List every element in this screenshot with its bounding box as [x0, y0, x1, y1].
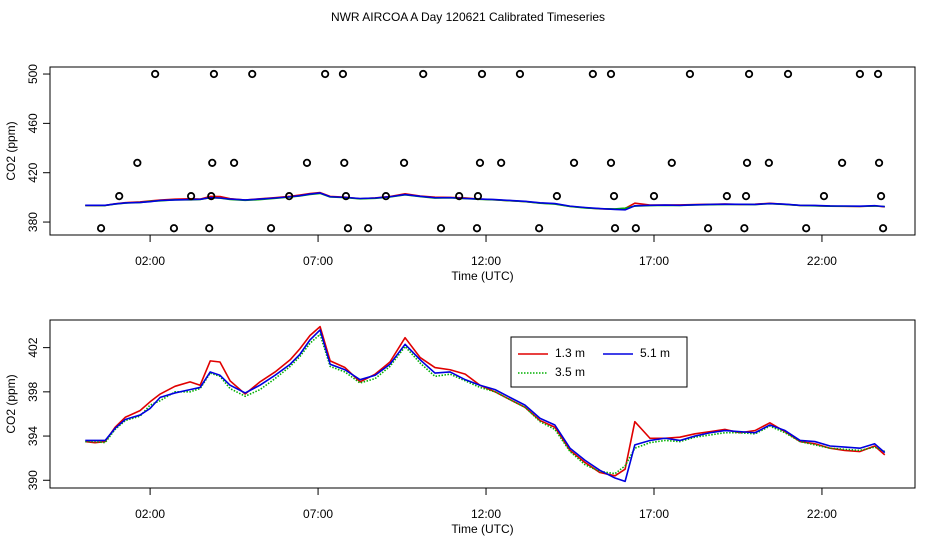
- data-point: [472, 224, 482, 233]
- data-point: [569, 158, 579, 167]
- data-point: [343, 224, 353, 233]
- data-point: [229, 158, 239, 167]
- data-point: [515, 69, 525, 79]
- data-point: [685, 69, 695, 79]
- x-tick-label: 02:00: [135, 254, 165, 268]
- y-tick-label: 420: [26, 162, 40, 182]
- y-tick-label: 394: [26, 426, 40, 446]
- data-point: [151, 69, 160, 79]
- x-tick-label: 22:00: [807, 254, 837, 268]
- data-point: [473, 192, 483, 201]
- data-point: [609, 192, 619, 201]
- data-point: [419, 69, 428, 79]
- data-point: [364, 224, 373, 233]
- data-point: [338, 69, 348, 79]
- data-point: [497, 158, 506, 167]
- data-point: [606, 158, 616, 167]
- x-axis-label: Time (UTC): [451, 522, 513, 536]
- data-point: [477, 69, 487, 79]
- data-line: [85, 329, 886, 483]
- data-point: [838, 158, 847, 167]
- data-point: [606, 69, 616, 79]
- data-point: [96, 224, 106, 233]
- data-point: [802, 224, 811, 233]
- data-point: [207, 192, 216, 201]
- legend-box: [510, 336, 688, 388]
- data-point: [133, 158, 142, 167]
- x-tick-label: 22:00: [807, 507, 837, 521]
- data-point: [399, 158, 409, 167]
- plot-frame: [49, 66, 916, 236]
- data-point: [205, 224, 214, 233]
- legend-label: 1.3 m: [555, 346, 585, 360]
- data-point: [783, 69, 793, 79]
- data-point: [722, 192, 731, 201]
- data-point: [876, 192, 886, 201]
- x-tick-label: 12:00: [471, 254, 501, 268]
- x-tick-label: 17:00: [639, 507, 669, 521]
- legend-label: 5.1 m: [640, 346, 670, 360]
- data-point: [381, 192, 391, 201]
- figure-title: NWR AIRCOA A Day 120621 Calibrated Times…: [331, 10, 605, 24]
- data-point: [874, 158, 884, 167]
- data-point: [209, 69, 219, 79]
- data-point: [588, 69, 597, 79]
- data-point: [649, 192, 659, 201]
- data-point: [455, 192, 464, 201]
- x-axis-label: Time (UTC): [451, 269, 513, 283]
- data-point: [667, 158, 676, 167]
- data-point: [115, 192, 124, 201]
- data-point: [703, 224, 713, 233]
- y-tick-label: 380: [26, 212, 40, 232]
- y-tick-label: 390: [26, 470, 40, 490]
- y-tick-label: 460: [26, 113, 40, 133]
- data-point: [764, 158, 773, 167]
- data-point: [878, 224, 888, 233]
- x-tick-label: 02:00: [135, 507, 165, 521]
- x-tick-label: 07:00: [303, 507, 333, 521]
- data-point: [744, 69, 754, 79]
- data-line: [85, 333, 886, 475]
- data-point: [475, 158, 485, 167]
- data-point: [340, 158, 349, 167]
- data-point: [285, 192, 294, 201]
- data-point: [535, 224, 544, 233]
- legend-label: 3.5 m: [555, 365, 585, 379]
- data-point: [321, 69, 330, 79]
- data-point: [208, 158, 217, 167]
- data-point: [341, 192, 351, 201]
- data-point: [742, 158, 752, 167]
- data-point: [248, 69, 257, 79]
- data-point: [873, 69, 883, 79]
- plot-frame: [49, 319, 916, 489]
- y-axis-label: CO2 (ppm): [4, 374, 18, 433]
- x-tick-label: 17:00: [639, 254, 669, 268]
- data-point: [186, 192, 196, 201]
- data-point: [552, 192, 562, 201]
- data-point: [631, 224, 640, 233]
- y-axis-label: CO2 (ppm): [4, 121, 18, 180]
- data-point: [266, 224, 276, 233]
- data-point: [169, 224, 179, 233]
- x-tick-label: 12:00: [471, 507, 501, 521]
- x-tick-label: 07:00: [303, 254, 333, 268]
- data-point: [610, 224, 620, 233]
- data-point: [855, 69, 865, 79]
- data-point: [819, 192, 829, 201]
- data-point: [302, 158, 312, 167]
- data-point: [436, 224, 446, 233]
- data-point: [740, 224, 749, 233]
- data-point: [741, 192, 751, 201]
- y-tick-label: 402: [26, 337, 40, 357]
- y-tick-label: 500: [26, 64, 40, 84]
- y-tick-label: 398: [26, 382, 40, 402]
